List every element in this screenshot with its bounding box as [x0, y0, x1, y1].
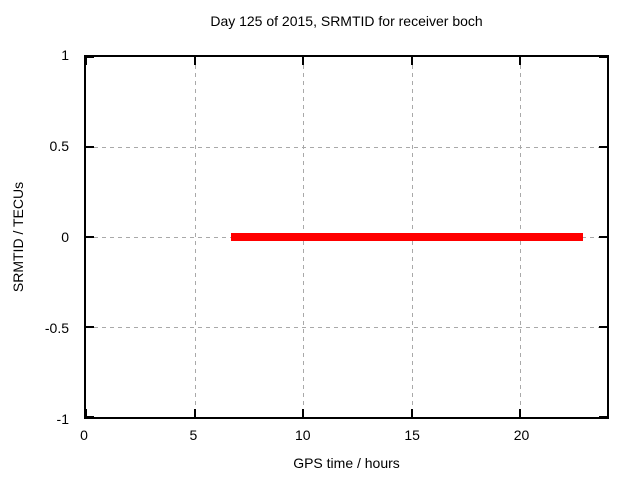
y-tick-mark-right	[599, 326, 607, 328]
x-tick-mark-bottom	[302, 409, 305, 417]
x-tick-label: 0	[80, 427, 88, 443]
x-axis-label: GPS time / hours	[293, 455, 400, 471]
y-tick-label: -0.5	[44, 320, 69, 336]
h-gridline	[86, 327, 607, 328]
x-tick-label: 15	[404, 427, 420, 443]
x-tick-mark-top	[86, 57, 87, 65]
x-tick-label: 20	[513, 427, 530, 443]
y-tick-mark-right	[599, 416, 607, 417]
y-tick-mark-right	[599, 57, 607, 58]
y-tick-labels: 1 0.5 0 -0.5 -1	[0, 47, 69, 427]
y-tick-mark-left	[86, 57, 94, 58]
y-tick-mark-left	[86, 146, 94, 148]
x-tick-mark-top	[519, 57, 522, 65]
h-gridline	[86, 147, 607, 148]
y-tick-label: -1	[56, 411, 69, 427]
x-tick-mark-top	[302, 57, 305, 65]
y-tick-label: 0	[61, 229, 69, 245]
y-tick-mark-left	[86, 416, 94, 417]
x-tick-mark-top	[193, 57, 196, 65]
x-tick-mark-bottom	[410, 409, 413, 417]
x-tick-label: 5	[189, 427, 198, 443]
y-tick-mark-left	[86, 236, 94, 238]
data-series-line	[231, 233, 584, 241]
plot-area	[84, 55, 609, 419]
x-tick-mark-bottom	[519, 409, 522, 417]
x-tick-mark-bottom	[193, 409, 196, 417]
x-tick-label: 10	[294, 427, 311, 443]
y-tick-label: 1	[61, 47, 69, 63]
y-tick-mark-right	[599, 236, 607, 238]
y-tick-label: 0.5	[49, 138, 69, 154]
y-tick-mark-left	[86, 326, 94, 328]
x-tick-labels: 0 5 10 15 20	[80, 427, 609, 445]
x-tick-mark-top	[410, 57, 413, 65]
y-tick-mark-right	[599, 146, 607, 148]
chart-title: Day 125 of 2015, SRMTID for receiver boc…	[210, 13, 483, 29]
x-tick-mark-bottom	[86, 409, 87, 417]
